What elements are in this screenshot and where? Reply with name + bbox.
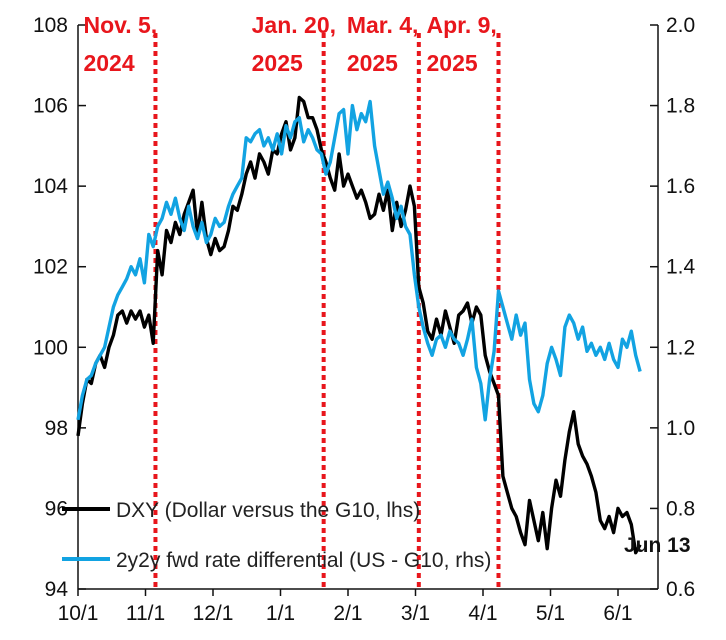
x-tick-label: 10/1	[58, 602, 99, 625]
right-tick-label: 1.2	[666, 336, 695, 359]
x-tick-label: 3/1	[401, 602, 430, 625]
x-axis-ticks: 10/1 11/1 12/1 1/1 2/1 3/1 4/1 5/1 6/1	[58, 589, 633, 625]
right-tick-label: 2.0	[666, 14, 695, 37]
left-tick-label: 102	[33, 256, 68, 279]
left-axis-ticks: 94 96 98 100 102 104 106 108	[33, 14, 86, 601]
right-tick-label: 1.0	[666, 417, 695, 440]
right-tick-label: 1.4	[666, 256, 696, 279]
legend-label-rate-differential: 2y2y fwd rate differential (US - G10, rh…	[116, 549, 491, 572]
right-tick-label: 0.6	[666, 578, 695, 601]
event-label-line2: 2025	[347, 50, 398, 76]
event-label-line1: Mar. 4,	[347, 12, 419, 38]
event-label-line1: Apr. 9,	[426, 12, 496, 38]
rate-differential-line	[76, 99, 642, 422]
dxy-line	[76, 95, 642, 555]
right-tick-label: 1.8	[666, 95, 695, 118]
right-tick-label: 1.6	[666, 175, 695, 198]
x-tick-label: 5/1	[536, 602, 565, 625]
left-tick-label: 96	[45, 497, 68, 520]
event-label-line2: 2024	[83, 50, 134, 76]
x-tick-label: 2/1	[333, 602, 362, 625]
axes-layer	[77, 25, 659, 590]
end-date-label: Jun 13	[624, 534, 691, 557]
event-markers: Nov. 5, 2024 Jan. 20, 2025 Mar. 4, 2025 Apr. 9…	[83, 12, 501, 589]
event-label-line2: 2025	[252, 50, 303, 76]
x-tick-label: 6/1	[603, 602, 632, 625]
left-tick-label: 98	[45, 417, 68, 440]
left-tick-label: 94	[45, 578, 69, 601]
x-tick-label: 1/1	[266, 602, 295, 625]
legend: DXY (Dollar versus the G10, lhs) 2y2y fw…	[62, 499, 491, 572]
left-tick-label: 106	[33, 95, 68, 118]
event-label-line1: Nov. 5,	[83, 12, 157, 38]
legend-label-dxy: DXY (Dollar versus the G10, lhs)	[116, 499, 420, 522]
event-label-line2: 2025	[426, 50, 477, 76]
x-tick-label: 4/1	[468, 602, 497, 625]
event-label-line1: Jan. 20,	[252, 12, 336, 38]
x-tick-label: 11/1	[126, 602, 165, 625]
left-tick-label: 100	[33, 336, 68, 359]
x-tick-label: 12/1	[193, 602, 234, 625]
right-axis-ticks: 0.6 0.8 1.0 1.2 1.4 1.6 1.8 2.0	[650, 14, 696, 601]
right-tick-label: 0.8	[666, 497, 695, 520]
series-lines	[76, 95, 642, 555]
left-tick-label: 104	[33, 175, 68, 198]
left-tick-label: 108	[33, 14, 68, 37]
